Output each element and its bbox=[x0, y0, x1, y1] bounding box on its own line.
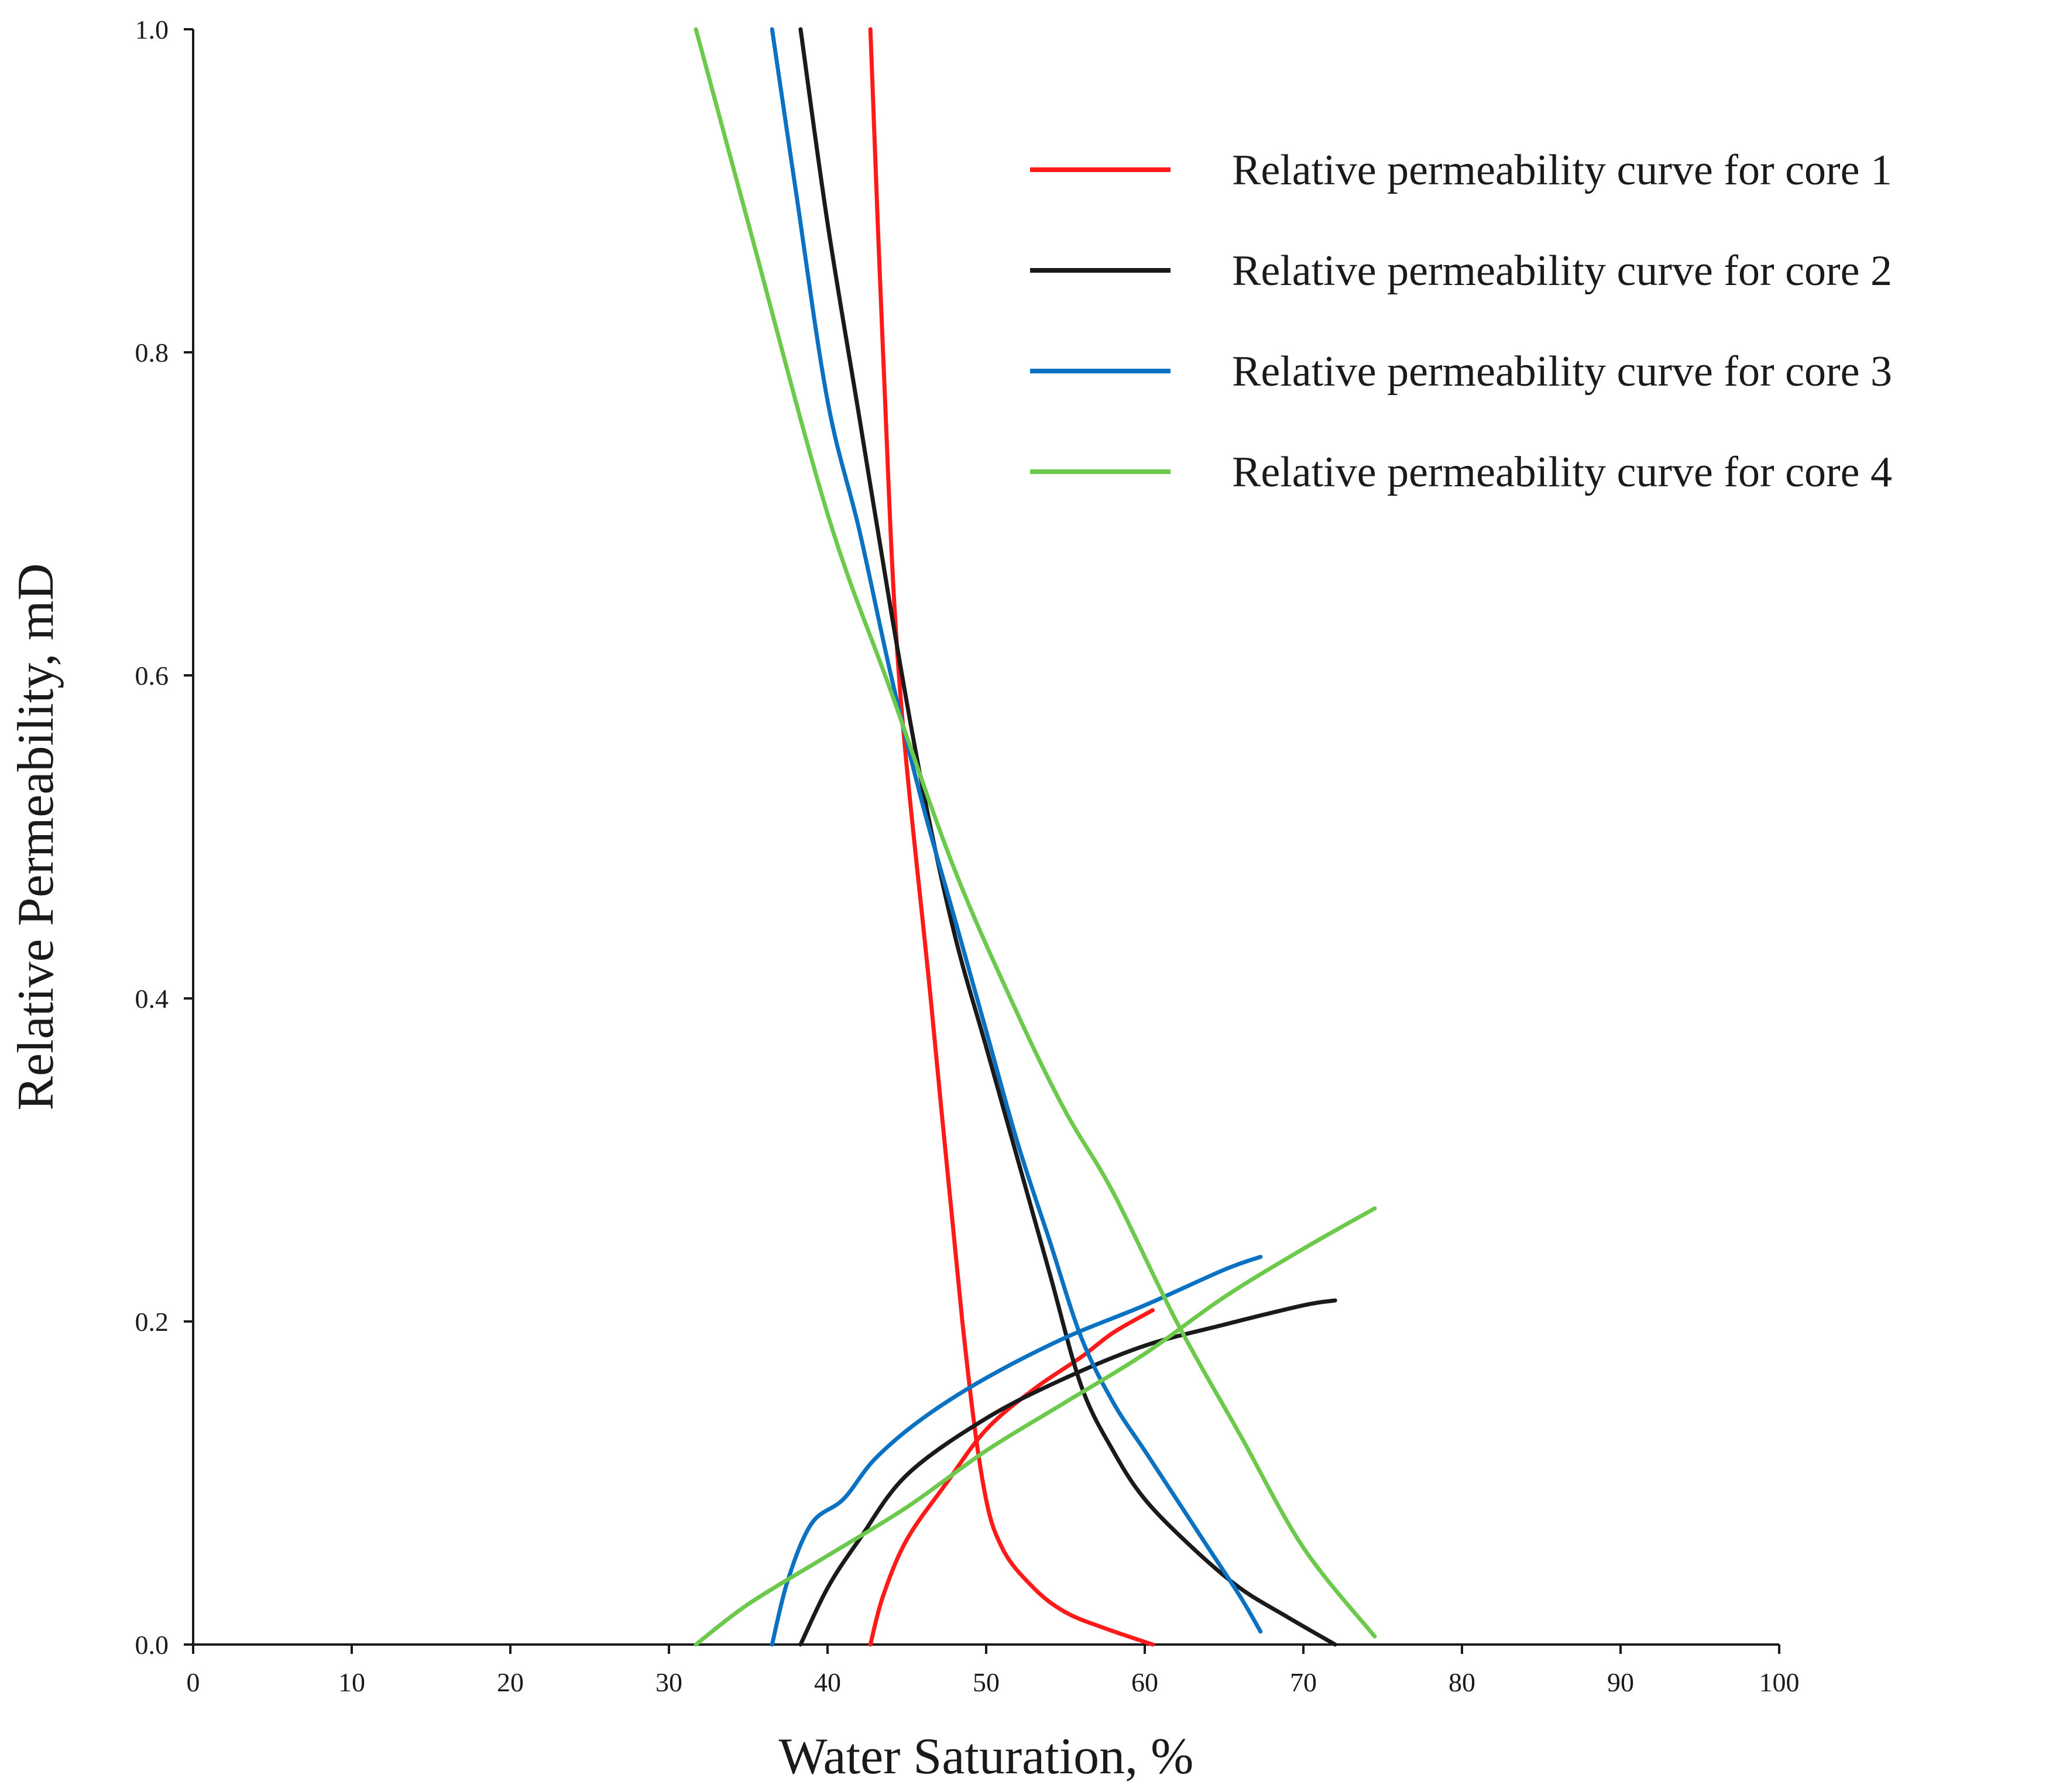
y-tick-label: 0.4 bbox=[135, 984, 169, 1014]
y-tick-label: 0.2 bbox=[135, 1307, 169, 1337]
x-tick-label: 70 bbox=[1290, 1667, 1317, 1697]
legend-label: Relative permeability curve for core 4 bbox=[1232, 448, 1892, 496]
series-line-kro-core-1 bbox=[868, 27, 1155, 1647]
x-tick-label: 20 bbox=[497, 1667, 524, 1697]
x-tick-label: 30 bbox=[655, 1667, 682, 1697]
legend-item: Relative permeability curve for core 2 bbox=[1030, 247, 1892, 295]
x-tick-label: 0 bbox=[187, 1667, 200, 1697]
y-tick-label: 0.8 bbox=[135, 338, 169, 368]
x-tick-label: 100 bbox=[1759, 1667, 1800, 1697]
legend-label: Relative permeability curve for core 3 bbox=[1232, 348, 1892, 396]
series-line-krw-core-3 bbox=[770, 1255, 1263, 1647]
y-tick-label: 1.0 bbox=[135, 15, 169, 44]
y-tick-label: 0.6 bbox=[135, 661, 169, 691]
x-tick-label: 10 bbox=[338, 1667, 365, 1697]
series-core-1 bbox=[868, 27, 1155, 1647]
legend-label: Relative permeability curve for core 1 bbox=[1232, 146, 1892, 194]
y-axis-title: Relative Permeability, mD bbox=[8, 563, 64, 1110]
y-ticks: 0.0 0.2 0.4 0.6 0.8 1.0 bbox=[135, 15, 193, 1660]
y-tick-label: 0.0 bbox=[135, 1630, 169, 1660]
x-tick-label: 40 bbox=[814, 1667, 841, 1697]
series-line-krw-core-2 bbox=[798, 1298, 1337, 1647]
legend-item: Relative permeability curve for core 3 bbox=[1030, 348, 1892, 396]
series-line-kro-core-4 bbox=[694, 27, 1377, 1639]
legend: Relative permeability curve for core 1 Re… bbox=[1030, 146, 1892, 496]
series-group bbox=[694, 27, 1377, 1647]
series-line-krw-core-4 bbox=[694, 1206, 1377, 1647]
series-line-krw-core-1 bbox=[868, 1308, 1155, 1647]
series-core-2 bbox=[798, 27, 1337, 1647]
series-core-4 bbox=[694, 27, 1377, 1647]
legend-item: Relative permeability curve for core 1 bbox=[1030, 146, 1892, 194]
plot-area: 0 10 20 30 40 50 60 70 80 90 100 0.0 0.2 0.4 0.6 0.8 1.… bbox=[135, 15, 1800, 1697]
x-tick-label: 80 bbox=[1449, 1667, 1475, 1697]
legend-item: Relative permeability curve for core 4 bbox=[1030, 448, 1892, 496]
x-axis-title: Water Saturation, % bbox=[779, 1728, 1194, 1785]
x-tick-label: 90 bbox=[1607, 1667, 1634, 1697]
x-tick-label: 60 bbox=[1131, 1667, 1158, 1697]
legend-label: Relative permeability curve for core 2 bbox=[1232, 247, 1892, 295]
series-line-kro-core-2 bbox=[798, 27, 1337, 1647]
x-ticks: 0 10 20 30 40 50 60 70 80 90 100 bbox=[187, 1645, 1800, 1697]
series-line-kro-core-3 bbox=[770, 27, 1263, 1634]
x-tick-label: 50 bbox=[973, 1667, 1000, 1697]
